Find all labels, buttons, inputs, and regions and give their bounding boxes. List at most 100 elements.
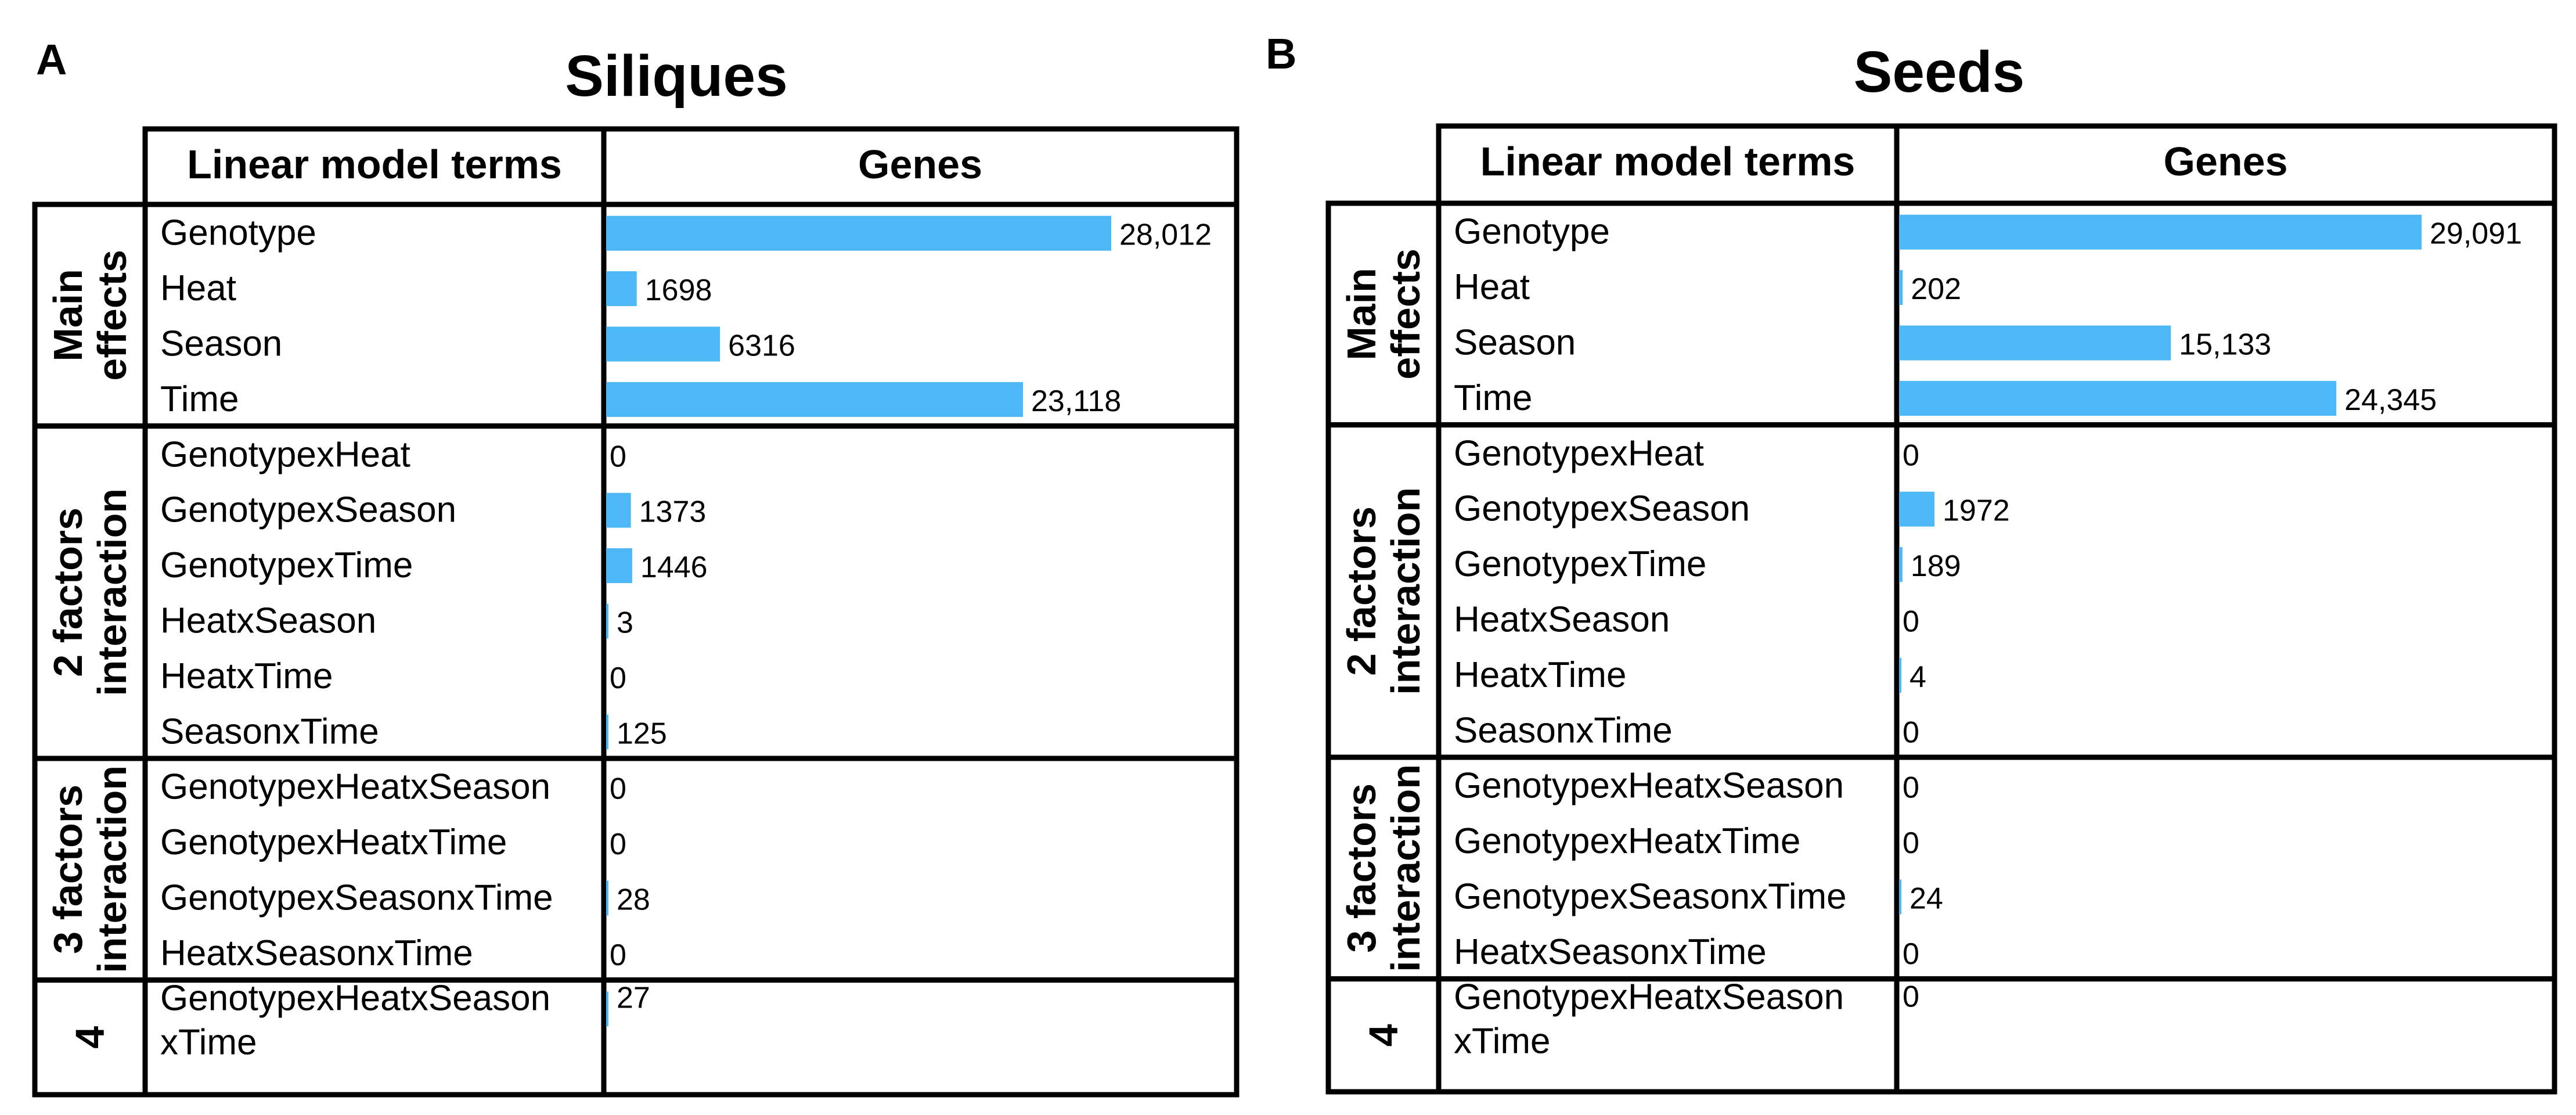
table-row: Heat 1698 [160,268,712,308]
data-label: 0 [610,828,626,861]
bar [606,215,1111,251]
group-2: 3 factorsinteraction GenotypexHeatxSeason… [1325,754,2557,982]
panel-letter: A [36,35,67,84]
term-label: HeatxSeasonxTime [1454,932,1767,972]
group-label: Maineffects [1339,249,1428,380]
group-label: 2 factorsinteraction [45,488,135,696]
table-row: GenotypexHeatxSeason 0 [1454,766,1919,806]
data-label: 0 [1903,937,1919,971]
group-label-line: effects [1383,249,1428,380]
term-label: GenotypexHeatxTime [160,822,507,862]
group-label-line: Main [1339,268,1384,360]
term-label: GenotypexSeasonxTime [160,878,553,918]
term-label: GenotypexHeatxSeason [1454,977,1844,1017]
table-row: Time 24,345 [1454,378,2437,418]
table-row: SeasonxTime 125 [160,711,667,751]
group-label-line: 4 [67,1026,113,1049]
data-label: 202 [1911,272,1961,306]
term-label: Time [1454,378,1532,418]
bar [606,382,1024,417]
bar [606,880,608,916]
data-label: 24,345 [2344,383,2437,417]
column-header-genes: Genes [858,142,982,187]
table-row: GenotypexHeatxTime 0 [1454,821,1919,861]
data-label: 0 [1903,605,1919,639]
bar [606,326,720,362]
term-label: GenotypexTime [1454,544,1706,584]
data-label: 29,091 [2430,217,2522,251]
term-label: GenotypexHeatxSeason [1454,766,1844,806]
table-row: GenotypexHeatxSeason 0 [160,767,626,807]
data-label: 1698 [645,274,712,307]
chart-panel-b: B Seeds Linear model terms Genes Maineffects… [1266,30,2557,1095]
group-label: 3 factorsinteraction [1339,764,1428,972]
term-label: Heat [1454,267,1530,307]
column-header-terms: Linear model terms [187,142,562,187]
column-header-genes: Genes [2164,139,2288,184]
data-label: 28 [617,883,650,917]
term-label: HeatxSeason [160,601,376,641]
table-row: GenotypexTime 189 [1454,544,1961,584]
group-label: 4 [1361,1024,1406,1046]
group-label-line: interaction [89,765,135,973]
group-label-line: interaction [1383,764,1428,972]
term-label: HeatxSeasonxTime [160,933,473,973]
data-label: 1972 [1943,494,2010,528]
bar [606,714,608,750]
bar [606,271,637,307]
group-label-line: 4 [1361,1024,1406,1046]
group-label-line: Main [45,269,91,361]
term-cell [142,423,607,761]
data-label: 23,118 [1031,384,1121,418]
data-label: 0 [610,772,626,806]
data-label: 0 [1903,980,1919,1013]
table-row: SeasonxTime 0 [1454,710,1919,750]
data-label: 27 [617,981,650,1015]
data-label: 28,012 [1119,218,1212,252]
data-label: 24 [1910,882,1943,916]
term-label: GenotypexSeasonxTime [1454,877,1847,917]
bar [1899,657,1901,693]
data-label: 3 [617,606,633,640]
bar [606,492,631,528]
genes-cell [1894,422,2557,760]
table-row: HeatxSeasonxTime 0 [1454,932,1919,972]
table-row: GenotypexSeason 1972 [1454,489,2010,529]
bar [1899,491,1935,527]
group-label: 3 factorsinteraction [45,765,135,973]
table-row: GenotypexSeason 1373 [160,490,706,530]
table-row: GenotypexTime 1446 [160,545,708,585]
table-row: GenotypexSeasonxTime 28 [160,878,650,918]
genes-cell [1894,754,2557,982]
term-label: xTime [1454,1021,1550,1061]
group-2: 3 factorsinteraction GenotypexHeatxSeason… [32,756,1240,983]
group-label-line: interaction [89,488,135,696]
table-row: Heat 202 [1454,267,1961,307]
table-row: HeatxSeasonxTime 0 [160,933,626,973]
table-row: GenotypexSeasonxTime 24 [1454,877,1943,917]
group-0: Maineffects Genotype 29,091 Heat 202 Season 15… [1325,200,2557,428]
data-label: 6316 [728,329,795,363]
term-label: xTime [160,1022,257,1062]
data-label: 1446 [640,551,708,584]
data-label: 0 [610,938,626,972]
column-header-terms: Linear model terms [1480,139,1856,184]
group-label: Maineffects [45,250,135,381]
term-label: Genotype [160,213,316,253]
term-label: Season [160,324,282,364]
bar [1899,547,1903,582]
table-row: Season 6316 [160,324,795,364]
data-label: 125 [617,717,667,750]
term-label: GenotypexSeason [1454,489,1750,529]
bar [1899,380,2337,416]
panel-title: Siliques [565,44,787,109]
term-label: GenotypexHeat [1454,433,1704,473]
group-label: 2 factorsinteraction [1339,487,1428,695]
genes-cell [601,423,1240,761]
data-label: 189 [1911,549,1961,583]
table-row: Genotype 28,012 [160,213,1212,253]
genes-cell [601,977,1240,1098]
